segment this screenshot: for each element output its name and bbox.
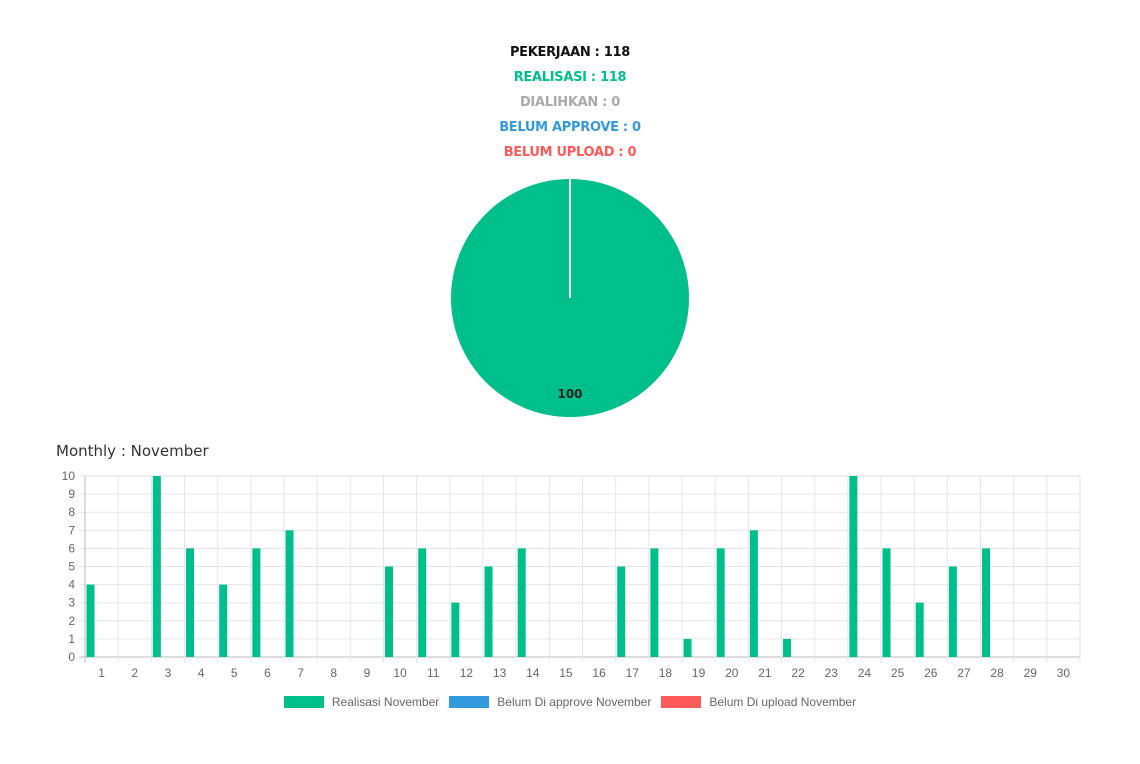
bar-realisasi-day-22[interactable] bbox=[783, 638, 792, 657]
x-tick-label: 1 bbox=[98, 666, 105, 680]
x-tick-label: 8 bbox=[330, 666, 337, 680]
x-tick-label: 6 bbox=[264, 666, 271, 680]
bar-realisasi-day-17[interactable] bbox=[617, 566, 626, 658]
x-tick-label: 27 bbox=[957, 666, 971, 680]
x-tick-label: 25 bbox=[891, 666, 905, 680]
bar-realisasi-day-24[interactable] bbox=[849, 476, 858, 657]
belum-approve-total: BELUM APPROVE : 0 bbox=[499, 120, 641, 135]
y-tick-label: 6 bbox=[68, 541, 75, 555]
pie-chart[interactable]: 100 bbox=[450, 178, 690, 418]
x-tick-label: 7 bbox=[297, 666, 304, 680]
x-tick-label: 23 bbox=[825, 666, 839, 680]
x-tick-label: 4 bbox=[198, 666, 205, 680]
legend-label: Belum Di approve November bbox=[497, 695, 652, 709]
legend-item[interactable]: Belum Di upload November bbox=[661, 695, 856, 709]
bar-realisasi-day-10[interactable] bbox=[385, 566, 394, 658]
legend-item[interactable]: Belum Di approve November bbox=[449, 695, 651, 709]
y-tick-label: 9 bbox=[68, 487, 75, 501]
chart-legend: Realisasi November Belum Di approve Novem… bbox=[0, 695, 1140, 709]
bar-realisasi-day-11[interactable] bbox=[418, 548, 427, 657]
y-tick-label: 1 bbox=[68, 632, 75, 646]
x-tick-label: 18 bbox=[659, 666, 673, 680]
bar-realisasi-day-5[interactable] bbox=[219, 584, 228, 657]
belum-upload-total: BELUM UPLOAD : 0 bbox=[503, 145, 637, 160]
x-tick-label: 12 bbox=[460, 666, 474, 680]
bar-realisasi-day-26[interactable] bbox=[915, 602, 924, 657]
x-tick-label: 26 bbox=[924, 666, 938, 680]
x-tick-label: 29 bbox=[1024, 666, 1038, 680]
x-tick-label: 17 bbox=[626, 666, 640, 680]
x-tick-label: 24 bbox=[858, 666, 872, 680]
x-tick-label: 2 bbox=[131, 666, 138, 680]
x-tick-label: 10 bbox=[393, 666, 407, 680]
x-tick-label: 21 bbox=[758, 666, 772, 680]
pie-data-label: 100 bbox=[557, 387, 582, 401]
x-tick-label: 9 bbox=[364, 666, 371, 680]
monthly-title: Monthly : November bbox=[56, 442, 209, 460]
legend-swatch bbox=[449, 696, 490, 708]
x-tick-label: 5 bbox=[231, 666, 238, 680]
legend-label: Belum Di upload November bbox=[709, 695, 857, 709]
pekerjaan-total: PEKERJAAN : 118 bbox=[509, 45, 631, 60]
y-tick-label: 2 bbox=[68, 614, 75, 628]
bar-realisasi-day-27[interactable] bbox=[948, 566, 957, 658]
bar-realisasi-day-18[interactable] bbox=[650, 548, 659, 657]
legend-item[interactable]: Realisasi November bbox=[283, 695, 440, 709]
bar-realisasi-day-25[interactable] bbox=[882, 548, 891, 657]
bar-realisasi-day-20[interactable] bbox=[716, 548, 725, 657]
y-tick-label: 10 bbox=[62, 469, 76, 483]
y-tick-label: 7 bbox=[68, 523, 75, 537]
x-tick-label: 22 bbox=[791, 666, 805, 680]
bar-realisasi-day-4[interactable] bbox=[186, 548, 195, 657]
x-tick-label: 14 bbox=[526, 666, 540, 680]
x-tick-label: 3 bbox=[165, 666, 172, 680]
x-tick-label: 19 bbox=[692, 666, 706, 680]
legend-swatch bbox=[661, 696, 702, 708]
legend-label: Realisasi November bbox=[331, 695, 440, 709]
realisasi-total: REALISASI : 118 bbox=[513, 70, 627, 85]
x-tick-label: 28 bbox=[990, 666, 1004, 680]
bar-realisasi-day-12[interactable] bbox=[451, 602, 460, 657]
bar-realisasi-day-13[interactable] bbox=[484, 566, 493, 658]
bar-realisasi-day-3[interactable] bbox=[152, 476, 161, 657]
bar-realisasi-day-6[interactable] bbox=[252, 548, 261, 657]
x-tick-label: 11 bbox=[427, 666, 440, 680]
y-tick-label: 0 bbox=[68, 650, 75, 664]
summary-stats: PEKERJAAN : 118 REALISASI : 118 DIALIHKA… bbox=[0, 40, 1140, 165]
bar-realisasi-day-1[interactable] bbox=[86, 584, 95, 657]
x-tick-label: 13 bbox=[493, 666, 507, 680]
legend-swatch bbox=[283, 696, 324, 708]
x-tick-label: 30 bbox=[1057, 666, 1071, 680]
bar-realisasi-day-28[interactable] bbox=[982, 548, 991, 657]
dialihkan-total: DIALIHKAN : 0 bbox=[519, 95, 621, 110]
bar-realisasi-day-21[interactable] bbox=[749, 530, 758, 657]
bar-realisasi-day-19[interactable] bbox=[683, 638, 692, 657]
x-tick-label: 15 bbox=[559, 666, 573, 680]
bar-realisasi-day-7[interactable] bbox=[285, 530, 294, 657]
x-tick-label: 20 bbox=[725, 666, 739, 680]
y-tick-label: 3 bbox=[68, 596, 75, 610]
bar-realisasi-day-14[interactable] bbox=[517, 548, 526, 657]
y-tick-label: 5 bbox=[68, 560, 75, 574]
y-tick-label: 8 bbox=[68, 505, 75, 519]
x-tick-label: 16 bbox=[592, 666, 606, 680]
y-tick-label: 4 bbox=[68, 578, 75, 592]
